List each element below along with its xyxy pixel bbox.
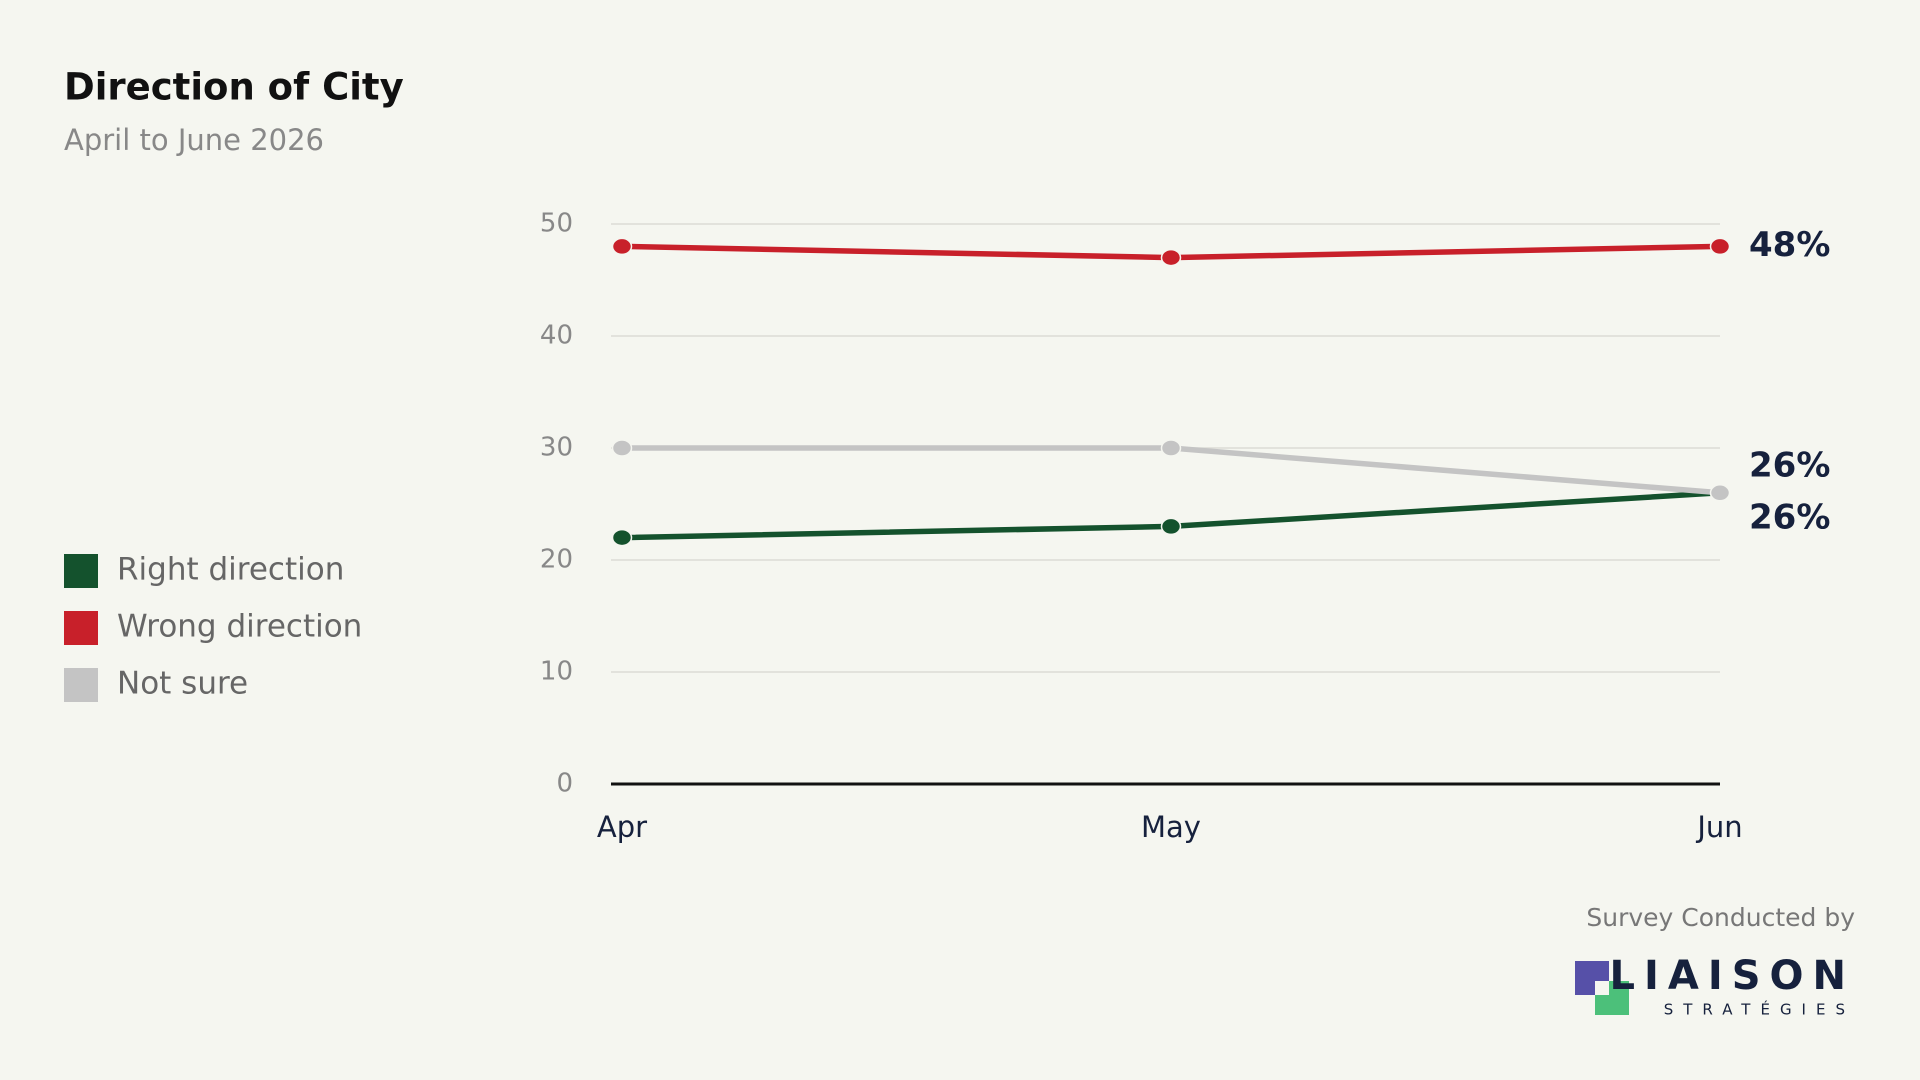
y-tick-label: 0: [556, 769, 573, 799]
value-label: 26%: [1749, 497, 1830, 537]
chart-title: Direction of City: [64, 66, 404, 109]
point: [611, 528, 633, 547]
chart-subtitle: April to June 2026: [64, 123, 324, 157]
legend-label: Wrong direction: [117, 609, 362, 645]
legend-swatch: [64, 554, 98, 588]
x-tick-label: May: [1141, 810, 1201, 844]
x-tick-label: Apr: [597, 810, 647, 844]
y-tick-label: 20: [540, 545, 573, 575]
source-label: Survey Conducted by: [1586, 903, 1855, 932]
x-tick-label: Jun: [1695, 810, 1742, 844]
legend-swatch: [64, 668, 98, 702]
value-label: 26%: [1749, 445, 1830, 485]
logo-tagline: STRATÉGIES: [1664, 1000, 1855, 1019]
y-tick-label: 50: [540, 209, 573, 239]
point: [611, 439, 633, 457]
point: [1160, 439, 1182, 457]
point: [1709, 484, 1731, 502]
logo-name: LIAISON: [1610, 953, 1856, 999]
y-tick-label: 10: [540, 657, 573, 687]
point: [1709, 237, 1731, 256]
y-tick-label: 30: [540, 433, 573, 463]
logo: LIAISON STRATÉGIES: [1575, 953, 1856, 1019]
point: [1160, 517, 1182, 536]
y-tick-label: 40: [540, 321, 573, 351]
point: [1160, 248, 1182, 267]
logo-gap: [1595, 981, 1609, 995]
legend-label: Not sure: [117, 666, 248, 702]
legend-label: Right direction: [117, 552, 344, 588]
value-label: 48%: [1749, 225, 1830, 265]
point: [611, 237, 633, 256]
legend-swatch: [64, 611, 98, 645]
